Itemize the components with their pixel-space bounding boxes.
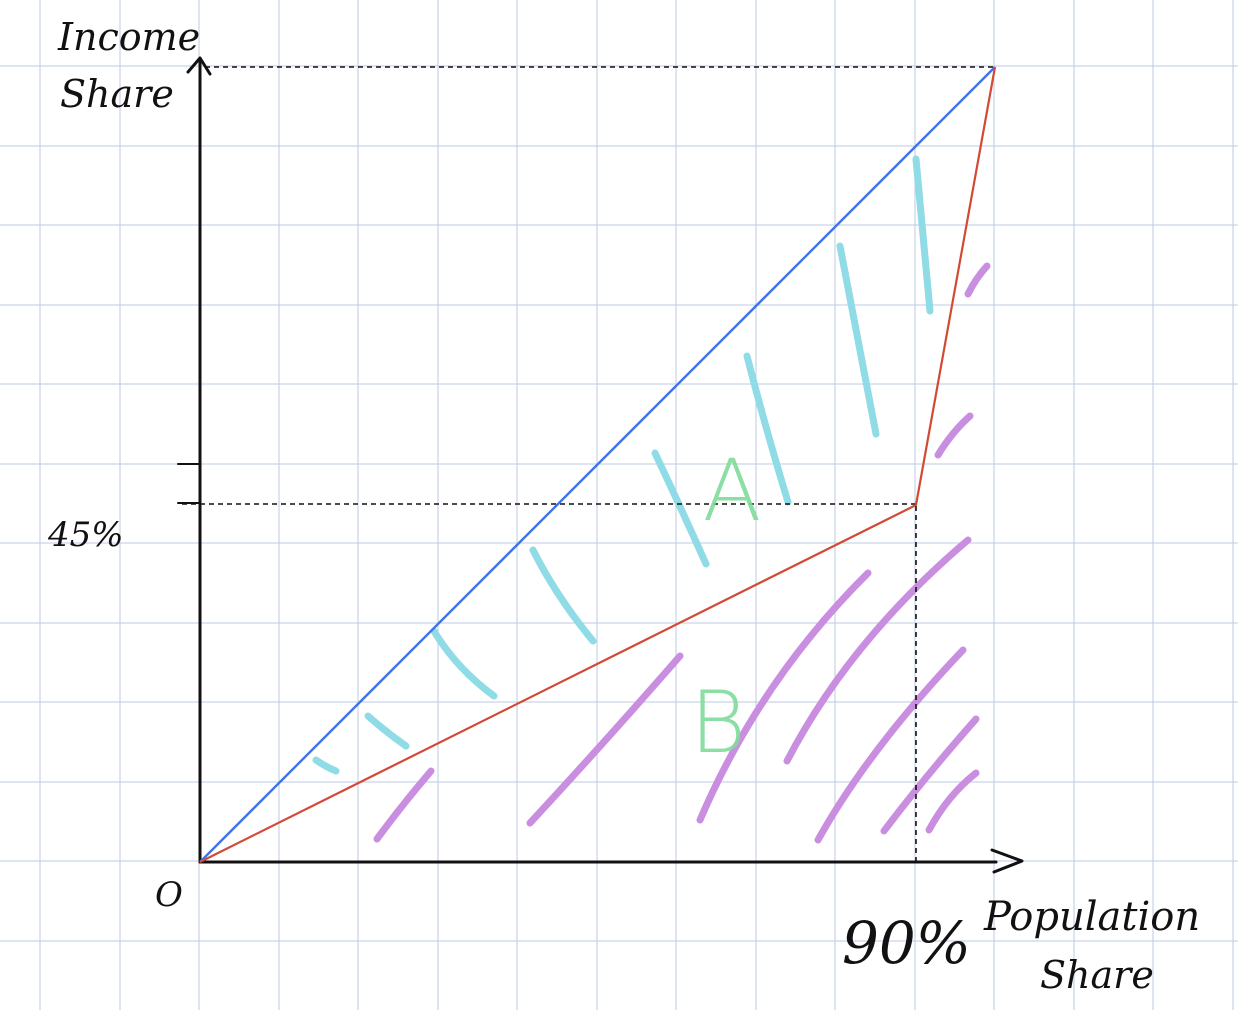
region-a-hatching	[312, 155, 934, 775]
hatch-a-stroke	[651, 449, 710, 568]
hatch-a-stroke	[312, 756, 340, 775]
hatch-a-stroke	[364, 712, 410, 750]
x-marker-90-percent: 90%	[842, 909, 971, 977]
axes	[177, 56, 1024, 874]
hatch-a-stroke	[912, 155, 934, 315]
y-marker-45-percent: 45%	[47, 515, 124, 555]
hatch-b-stroke	[925, 769, 980, 834]
hatch-a-stroke	[430, 627, 498, 700]
equality-line	[199, 66, 996, 863]
hatch-b-stroke	[880, 715, 980, 835]
hatch-b-stroke	[373, 767, 435, 843]
lorenz-curve	[199, 66, 997, 863]
hatch-b-stroke	[814, 646, 967, 844]
hatch-b-stroke	[964, 262, 991, 298]
region-b-hatching	[373, 262, 991, 844]
hatch-a-stroke	[836, 242, 880, 438]
hatch-a-stroke	[529, 546, 597, 645]
x-axis-title-line1: Population	[983, 894, 1200, 940]
guide-lines	[182, 66, 995, 862]
hatch-b-stroke	[696, 569, 872, 824]
hatch-b-stroke	[934, 412, 974, 459]
hatch-a-stroke	[743, 352, 792, 506]
x-axis-title-line2: Share	[1040, 953, 1154, 997]
hatch-b-stroke	[783, 536, 972, 765]
origin-label: O	[155, 875, 183, 915]
y-axis-arrow-icon	[186, 56, 212, 76]
region-a-label: A	[703, 441, 762, 541]
y-axis-title-line2: Share	[60, 72, 174, 116]
x-axis-arrow-icon	[990, 848, 1024, 874]
region-b-label: B	[690, 673, 746, 773]
hatch-b-stroke	[526, 652, 684, 827]
y-axis-title-line1: Income	[57, 15, 200, 59]
